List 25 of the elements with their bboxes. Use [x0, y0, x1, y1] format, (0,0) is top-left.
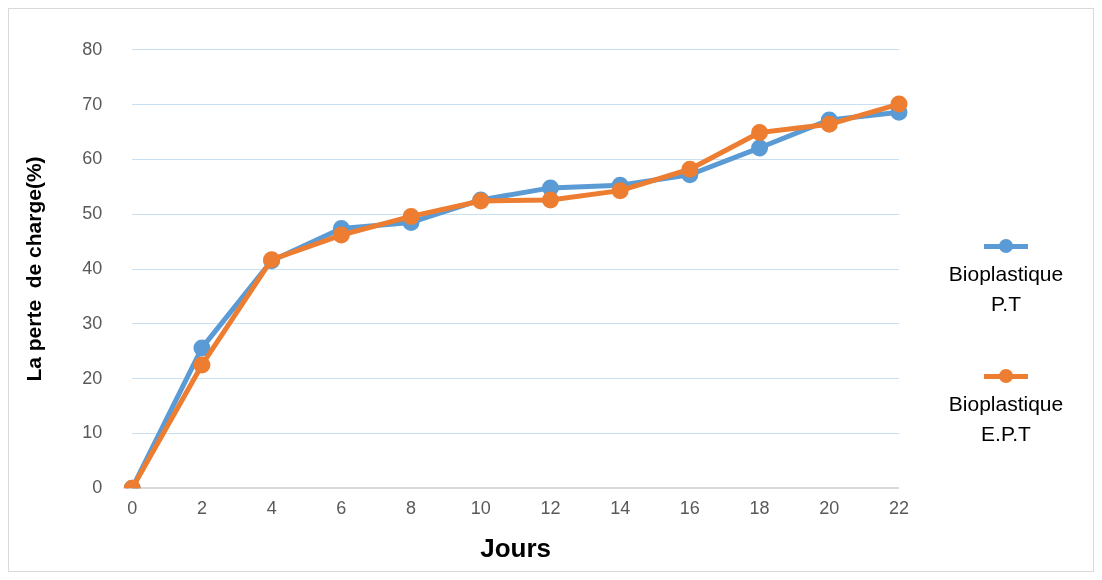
y-tick-label: 70: [82, 93, 103, 114]
legend-label: Bioplastique E.P.T: [947, 391, 1065, 447]
y-tick-label: 20: [82, 367, 103, 388]
legend-label: Bioplastique P.T: [947, 261, 1065, 317]
x-tick-label: 10: [470, 497, 491, 518]
y-tick-label: 30: [82, 312, 103, 333]
x-tick-label: 14: [610, 497, 631, 518]
x-axis-title: Jours: [480, 532, 552, 563]
x-tick-label: 4: [266, 497, 277, 518]
y-tick-label: 80: [82, 38, 103, 59]
x-tick-label: 2: [196, 497, 207, 518]
x-tick-label: 6: [336, 497, 347, 518]
x-tick-label: 8: [406, 497, 417, 518]
x-tick-label: 22: [888, 497, 909, 518]
x-tick-label: 16: [679, 497, 700, 518]
x-tick-label: 20: [819, 497, 840, 518]
x-tick-label: 12: [540, 497, 561, 518]
x-tick-label: 0: [127, 497, 138, 518]
y-axis-title: La perte de charge(%): [22, 156, 46, 382]
y-tick-label: 50: [82, 203, 103, 224]
x-tick-label: 18: [749, 497, 770, 518]
y-tick-label: 60: [82, 148, 103, 169]
y-tick-label: 10: [82, 422, 103, 443]
y-tick-label: 40: [82, 257, 103, 278]
y-tick-label: 0: [92, 477, 103, 498]
